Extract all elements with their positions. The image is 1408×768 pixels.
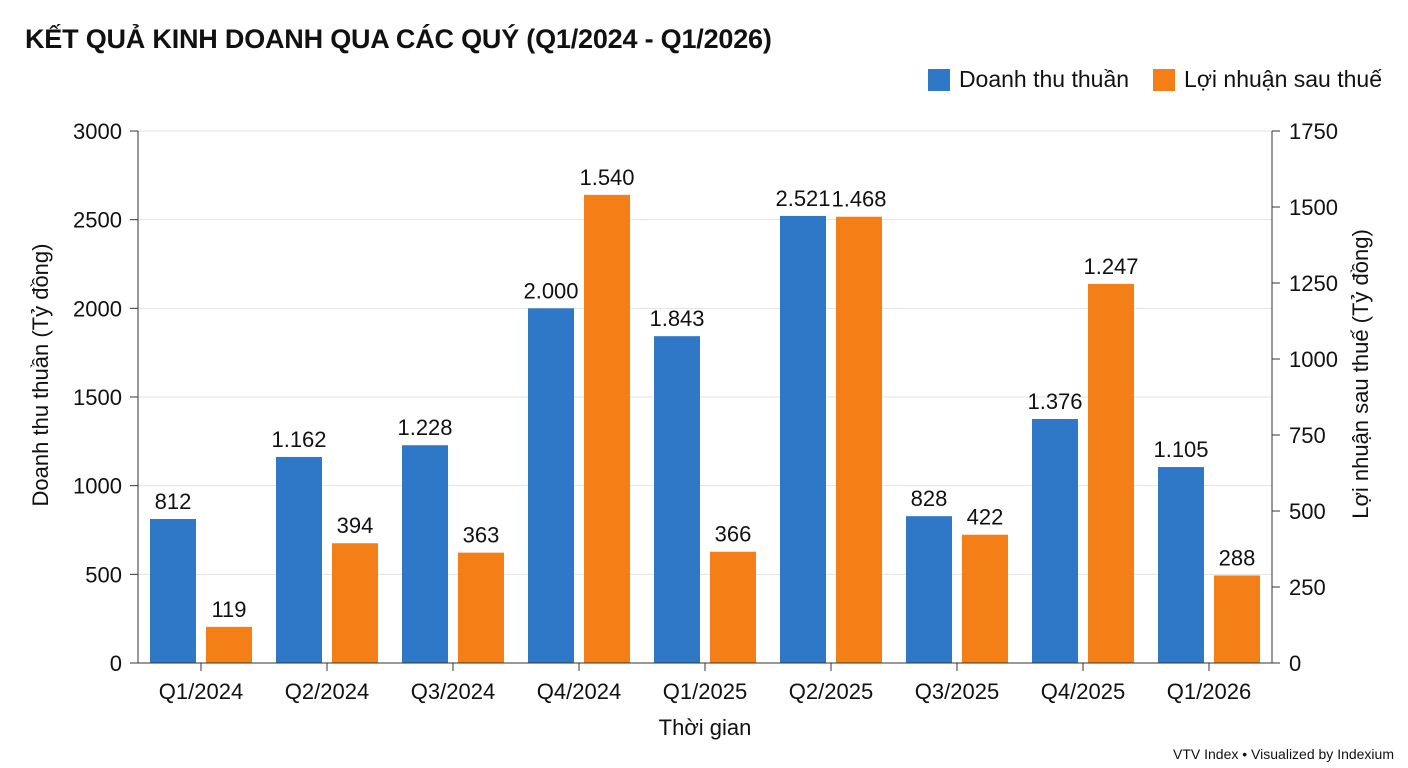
bar-profit <box>962 534 1008 663</box>
data-label-profit: 422 <box>967 505 1004 530</box>
bar-profit <box>206 626 252 663</box>
y-left-tick-label: 500 <box>85 562 122 587</box>
x-tick-label: Q4/2025 <box>1041 679 1125 704</box>
bar-revenue <box>276 456 322 663</box>
legend-label-profit: Lợi nhuận sau thuế <box>1184 66 1382 92</box>
bar-profit <box>836 216 882 663</box>
bar-profit <box>1214 575 1260 663</box>
bar-revenue <box>654 336 700 663</box>
y-right-tick-label: 1500 <box>1289 195 1338 220</box>
y-axis-label-right: Lợi nhuận sau thuế (Tỷ đồng) <box>1348 229 1373 519</box>
y-right-tick-label: 1750 <box>1289 119 1338 144</box>
y-left-tick-label: 0 <box>110 651 122 676</box>
bar-profit <box>1088 283 1134 663</box>
legend-label-revenue: Doanh thu thuần <box>958 66 1130 92</box>
data-label-profit: 366 <box>715 522 752 547</box>
bar-profit <box>710 551 756 663</box>
bar-profit <box>332 543 378 663</box>
data-label-revenue: 1.228 <box>397 415 452 440</box>
data-label-profit: 1.540 <box>579 165 634 190</box>
data-label-profit: 119 <box>211 597 246 622</box>
x-tick-label: Q3/2024 <box>411 679 495 704</box>
data-label-revenue: 812 <box>155 489 192 514</box>
chart-legend: Doanh thu thuần Lợi nhuận sau thuế <box>927 66 1382 93</box>
y-right-tick-label: 500 <box>1289 499 1326 524</box>
data-label-revenue: 1.162 <box>271 427 326 452</box>
data-label-revenue: 828 <box>911 486 948 511</box>
data-label-profit: 288 <box>1219 545 1256 570</box>
x-tick-label: Q2/2024 <box>285 679 369 704</box>
bar-revenue <box>1158 467 1204 663</box>
legend-swatch-profit <box>1153 68 1176 91</box>
legend-item-profit: Lợi nhuận sau thuế <box>1153 66 1382 93</box>
y-left-tick-label: 1500 <box>73 385 122 410</box>
x-tick-label: Q1/2024 <box>159 679 243 704</box>
data-label-revenue: 2.000 <box>523 278 578 303</box>
data-label-revenue: 2.521 <box>775 186 830 211</box>
y-right-tick-label: 1250 <box>1289 271 1338 296</box>
bar-revenue <box>780 215 826 663</box>
y-left-tick-label: 2000 <box>73 296 122 321</box>
bar-profit <box>458 552 504 663</box>
x-tick-label: Q3/2025 <box>915 679 999 704</box>
y-right-tick-label: 250 <box>1289 575 1326 600</box>
legend-item-revenue: Doanh thu thuần <box>927 66 1130 93</box>
x-axis-label: Thời gian <box>659 715 752 740</box>
y-right-tick-label: 1000 <box>1289 347 1338 372</box>
bar-revenue <box>1032 418 1078 663</box>
source-note: VTV Index • Visualized by Indexium <box>1173 746 1394 762</box>
x-tick-label: Q4/2024 <box>537 679 621 704</box>
bars <box>150 194 1260 663</box>
x-tick-label: Q1/2025 <box>663 679 747 704</box>
y-right-tick-label: 750 <box>1289 423 1326 448</box>
grid-lines <box>138 130 1272 575</box>
x-tick-label: Q1/2026 <box>1167 679 1251 704</box>
data-label-profit: 363 <box>463 523 500 548</box>
data-label-revenue: 1.843 <box>649 306 704 331</box>
data-labels: 812 119 1.162 394 1.228 363 2.000 1.540 1.843 366… <box>155 165 1256 622</box>
data-label-profit: 394 <box>337 513 374 538</box>
axes: 0 500 1000 1500 2000 2500 3000 0 250 500 750 1000 12… <box>73 119 1338 704</box>
bar-profit <box>584 194 630 663</box>
bar-revenue <box>402 445 448 663</box>
data-label-profit: 1.468 <box>831 187 886 212</box>
x-tick-label: Q2/2025 <box>789 679 873 704</box>
y-axis-label-left: Doanh thu thuần (Tỷ đồng) <box>28 244 53 507</box>
bar-revenue <box>528 308 574 663</box>
bar-revenue <box>150 519 196 663</box>
chart-title: KẾT QUẢ KINH DOANH QUA CÁC QUÝ (Q1/2024 … <box>25 24 772 54</box>
data-label-revenue: 1.105 <box>1153 437 1208 462</box>
bar-revenue <box>906 516 952 663</box>
y-left-tick-label: 3000 <box>73 119 122 144</box>
legend-swatch-revenue <box>927 68 950 91</box>
data-label-revenue: 1.376 <box>1027 389 1082 414</box>
y-left-tick-label: 2500 <box>73 208 122 233</box>
y-left-tick-label: 1000 <box>73 474 122 499</box>
y-right-tick-label: 0 <box>1289 651 1301 676</box>
data-label-profit: 1.247 <box>1083 254 1138 279</box>
